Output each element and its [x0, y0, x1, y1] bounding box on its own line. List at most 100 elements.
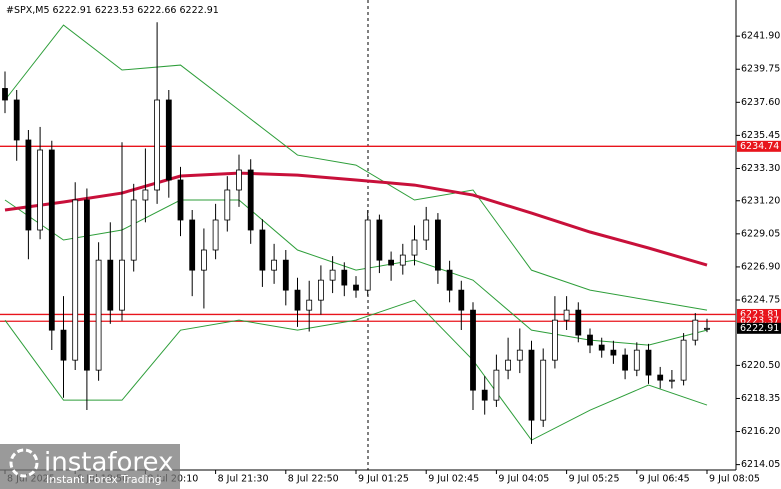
candle-body — [470, 309, 476, 391]
candle-body — [72, 199, 79, 361]
candle-body — [317, 279, 324, 301]
candle-body — [376, 219, 383, 261]
candle-body — [598, 344, 605, 351]
x-tick-label: 9 Jul 05:25 — [569, 474, 620, 485]
candle-body — [680, 339, 687, 381]
candle-body — [704, 327, 710, 330]
y-tick-label: 6218.35 — [741, 393, 780, 404]
candle-body — [692, 319, 699, 341]
level-price-box — [737, 140, 781, 152]
candle-body — [481, 389, 488, 401]
candle-body — [212, 219, 219, 251]
watermark-logo — [9, 448, 39, 478]
candle-body — [306, 299, 313, 311]
candle-body — [493, 369, 500, 401]
y-tick-label: 6231.20 — [741, 195, 780, 206]
header: #SPX,M5 6222.91 6223.53 6222.66 6222.91 — [6, 5, 219, 16]
candle-body — [142, 189, 149, 201]
candle-body — [60, 329, 67, 361]
indicator-line — [4, 24, 708, 311]
header-low: 6222.66 — [137, 5, 176, 16]
candle-body — [669, 379, 675, 382]
candle-body — [364, 219, 371, 291]
x-tick-label: 9 Jul 01:25 — [358, 474, 409, 485]
watermark: instaforex Instant Forex Trading — [0, 444, 180, 489]
y-tick-label: 6229.05 — [741, 228, 780, 239]
candle-body — [165, 99, 172, 181]
level-price-label: 6234.74 — [740, 141, 779, 152]
x-tick-label: 8 Jul 22:50 — [288, 474, 339, 485]
level-price-box — [737, 308, 781, 320]
header-open: 6222.91 — [53, 5, 92, 16]
header-high: 6223.53 — [95, 5, 134, 16]
candle-body — [48, 149, 55, 331]
candle-body — [563, 309, 570, 321]
current-price-box — [737, 322, 781, 334]
y-tick-label: 6237.60 — [741, 97, 780, 108]
candle-body — [516, 349, 523, 361]
y-tick-label: 6226.90 — [741, 261, 780, 272]
candle-body — [434, 219, 441, 271]
candle-body — [236, 169, 242, 191]
candle-body — [329, 269, 336, 281]
y-tick-label: 6235.45 — [741, 130, 780, 141]
candle-body — [2, 88, 8, 101]
candle-body — [84, 199, 90, 371]
current-price-label: 6222.91 — [740, 323, 779, 334]
x-tick-label: 9 Jul 06:45 — [639, 474, 690, 485]
candle-body — [189, 219, 196, 271]
candle-body — [528, 349, 535, 421]
candle-body — [552, 319, 558, 361]
candle-body — [575, 309, 582, 336]
x-tick-label: 8 Jul 21:30 — [218, 474, 269, 485]
candle-body — [540, 359, 547, 421]
candle-body — [247, 169, 254, 231]
y-tick-label: 6224.75 — [741, 295, 780, 306]
candle-body — [95, 259, 102, 371]
candle-body — [587, 334, 593, 346]
x-tick-label: 9 Jul 04:05 — [498, 474, 549, 485]
level-price-box — [737, 315, 781, 327]
candle-body — [399, 254, 406, 266]
plot-area — [0, 22, 736, 444]
watermark-brand: instaforex — [44, 448, 173, 478]
x-tick-label: 9 Jul 02:45 — [428, 474, 479, 485]
y-tick-label: 6241.90 — [741, 31, 780, 42]
candle-body — [622, 354, 628, 371]
candle-body — [259, 229, 266, 271]
candle-body — [107, 259, 114, 311]
candle-body — [177, 179, 184, 221]
candle-body — [645, 349, 652, 376]
candle-body — [224, 189, 231, 221]
candle-body — [388, 259, 395, 266]
candle-body — [37, 149, 43, 231]
candle-body — [13, 99, 20, 141]
candle-body — [458, 289, 465, 311]
candle-body — [610, 349, 617, 356]
y-tick-label: 6216.20 — [741, 426, 780, 437]
candle-body — [353, 284, 359, 291]
header-close: 6222.91 — [180, 5, 219, 16]
candle-body — [25, 139, 32, 231]
y-tick-label: 6233.30 — [741, 163, 780, 174]
candle-body — [341, 269, 348, 286]
candle-body — [633, 349, 640, 371]
y-tick-label: 6214.05 — [741, 459, 780, 470]
y-tick-label: 6239.75 — [741, 64, 780, 75]
candle-body — [423, 219, 430, 241]
candle-body — [282, 259, 289, 291]
candle-body — [411, 239, 418, 256]
indicator-line — [4, 299, 708, 441]
candle-body — [657, 374, 664, 381]
candle-body — [154, 99, 161, 191]
candle-body — [446, 269, 453, 291]
candle-body — [200, 249, 207, 271]
y-tick-label: 6220.50 — [741, 360, 780, 371]
axes: 6241.90 6239.75 6237.60 6235.45 6233.30 6231.… — [4, 31, 781, 485]
watermark-tagline: Instant Forex Trading — [46, 473, 162, 486]
candle-body — [294, 289, 301, 311]
symbol: #SPX,M5 — [6, 5, 50, 16]
candle-body — [119, 259, 125, 311]
